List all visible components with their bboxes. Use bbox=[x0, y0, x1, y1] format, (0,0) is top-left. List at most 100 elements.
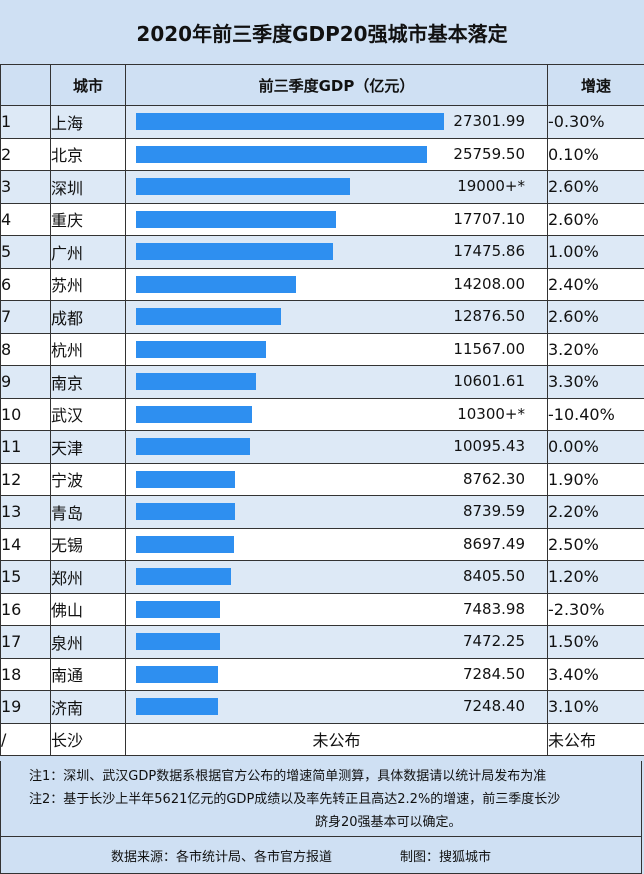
growth-cell: 0.10% bbox=[547, 137, 644, 171]
rank-cell: 6 bbox=[0, 267, 51, 301]
city-cell: 佛山 bbox=[50, 592, 126, 626]
growth-cell: 2.60% bbox=[547, 202, 644, 236]
gdp-cell: 19000+* bbox=[125, 170, 548, 204]
rank-cell: 13 bbox=[0, 495, 51, 529]
footer: 数据来源：各市统计局、各市官方报道 制图：搜狐城市 bbox=[0, 837, 642, 874]
footnotes: 注1：深圳、武汉GDP数据系根据官方公布的增速简单测算，具体数据请以统计局发布为… bbox=[0, 761, 642, 837]
gdp-value-label: 17475.86 bbox=[453, 242, 525, 260]
city-cell: 青岛 bbox=[50, 495, 126, 529]
gdp-bar bbox=[136, 243, 333, 260]
gdp-cell: 未公布 bbox=[125, 722, 548, 756]
table-row: 15 郑州 8405.50 1.20% bbox=[0, 560, 644, 594]
gdp-bar bbox=[136, 210, 336, 228]
table-row: 8 杭州 11567.00 3.20% bbox=[0, 332, 644, 366]
table-row: 18 南通 7284.50 3.40% bbox=[0, 657, 644, 691]
gdp-cell: 11567.00 bbox=[125, 332, 548, 366]
rank-cell: 16 bbox=[0, 592, 51, 626]
gdp-table: 城市 前三季度GDP（亿元） 增速 1 上海 27301.99 -0.30% 2 北京 25… bbox=[0, 64, 644, 756]
gdp-value-label: 8739.59 bbox=[462, 502, 525, 520]
gdp-bar bbox=[136, 503, 235, 520]
city-cell: 宁波 bbox=[50, 462, 126, 496]
gdp-cell: 27301.99 bbox=[125, 105, 548, 139]
growth-cell: -0.30% bbox=[547, 105, 644, 139]
growth-cell: 2.40% bbox=[547, 267, 644, 301]
gdp-cell: 12876.50 bbox=[125, 300, 548, 334]
gdp-cell: 7284.50 bbox=[125, 657, 548, 691]
gdp-bar bbox=[136, 633, 220, 650]
gdp-value-label: 10601.61 bbox=[453, 372, 525, 390]
growth-cell: 3.30% bbox=[547, 365, 644, 399]
note-1: 注1：深圳、武汉GDP数据系根据官方公布的增速简单测算，具体数据请以统计局发布为… bbox=[29, 769, 547, 784]
rank-cell: 15 bbox=[0, 560, 51, 594]
rank-cell: 14 bbox=[0, 527, 51, 561]
table-row: 7 成都 12876.50 2.60% bbox=[0, 300, 644, 334]
gdp-cell: 8762.30 bbox=[125, 462, 548, 496]
rank-cell: 18 bbox=[0, 657, 51, 691]
city-cell: 北京 bbox=[50, 137, 126, 171]
header-gdp: 前三季度GDP（亿元） bbox=[125, 64, 548, 106]
gdp-cell: 7483.98 bbox=[125, 592, 548, 626]
note-3: 跻身20强基本可以确定。 bbox=[315, 815, 462, 830]
growth-cell: 1.20% bbox=[547, 560, 644, 594]
gdp-bar bbox=[136, 600, 220, 618]
gdp-cell: 8405.50 bbox=[125, 560, 548, 594]
growth-cell: 3.40% bbox=[547, 657, 644, 691]
rank-cell: / bbox=[0, 722, 51, 756]
city-cell: 郑州 bbox=[50, 560, 126, 594]
rank-cell: 8 bbox=[0, 332, 51, 366]
gdp-value-label: 8405.50 bbox=[462, 567, 525, 585]
gdp-value-label: 7483.98 bbox=[462, 599, 525, 618]
city-cell: 南通 bbox=[50, 657, 126, 691]
gdp-bar bbox=[136, 308, 281, 325]
city-cell: 重庆 bbox=[50, 202, 126, 236]
rank-cell: 2 bbox=[0, 137, 51, 171]
city-cell: 广州 bbox=[50, 235, 126, 269]
gdp-value-label: 8697.49 bbox=[462, 534, 525, 553]
rank-cell: 4 bbox=[0, 202, 51, 236]
header-row: 城市 前三季度GDP（亿元） 增速 bbox=[0, 64, 644, 106]
growth-cell: 0.00% bbox=[547, 430, 644, 464]
gdp-cell: 10601.61 bbox=[125, 365, 548, 399]
gdp-cell: 17475.86 bbox=[125, 235, 548, 269]
gdp-bar bbox=[136, 275, 296, 293]
growth-cell: 1.90% bbox=[547, 462, 644, 496]
city-cell: 泉州 bbox=[50, 625, 126, 659]
gdp-bar bbox=[136, 568, 231, 585]
rank-cell: 3 bbox=[0, 170, 51, 204]
gdp-bar bbox=[136, 470, 235, 488]
growth-cell: 3.20% bbox=[547, 332, 644, 366]
table-row: 5 广州 17475.86 1.00% bbox=[0, 235, 644, 269]
table-row: 1 上海 27301.99 -0.30% bbox=[0, 105, 644, 139]
gdp-value-label: 10300+* bbox=[457, 404, 525, 423]
city-cell: 上海 bbox=[50, 105, 126, 139]
growth-cell: 2.60% bbox=[547, 300, 644, 334]
city-cell: 武汉 bbox=[50, 397, 126, 431]
gdp-value-label: 19000+* bbox=[457, 177, 525, 195]
growth-cell: -10.40% bbox=[547, 397, 644, 431]
rank-cell: 9 bbox=[0, 365, 51, 399]
rank-cell: 19 bbox=[0, 690, 51, 724]
chart-maker: 制图：搜狐城市 bbox=[400, 849, 492, 865]
header-growth: 增速 bbox=[547, 64, 644, 106]
growth-cell: 2.20% bbox=[547, 495, 644, 529]
gdp-bar bbox=[136, 113, 444, 130]
gdp-value-label: 27301.99 bbox=[453, 112, 525, 130]
gdp-value-label: 7472.25 bbox=[462, 632, 525, 650]
growth-cell: 1.00% bbox=[547, 235, 644, 269]
growth-cell: -2.30% bbox=[547, 592, 644, 626]
city-cell: 长沙 bbox=[50, 722, 126, 756]
table-row: 16 佛山 7483.98 -2.30% bbox=[0, 592, 644, 626]
gdp-cell: 7248.40 bbox=[125, 690, 548, 724]
gdp-cell: 10095.43 bbox=[125, 430, 548, 464]
page-title: 2020年前三季度GDP20强城市基本落定 bbox=[136, 21, 508, 46]
rank-cell: 10 bbox=[0, 397, 51, 431]
gdp-cell: 14208.00 bbox=[125, 267, 548, 301]
gdp-bar bbox=[136, 340, 266, 358]
city-cell: 无锡 bbox=[50, 527, 126, 561]
gdp-cell: 8697.49 bbox=[125, 527, 548, 561]
gdp-value-label: 11567.00 bbox=[453, 339, 525, 358]
gdp-value-label: 8762.30 bbox=[462, 469, 525, 488]
table-row: 13 青岛 8739.59 2.20% bbox=[0, 495, 644, 529]
table-row: 17 泉州 7472.25 1.50% bbox=[0, 625, 644, 659]
growth-cell: 2.50% bbox=[547, 527, 644, 561]
